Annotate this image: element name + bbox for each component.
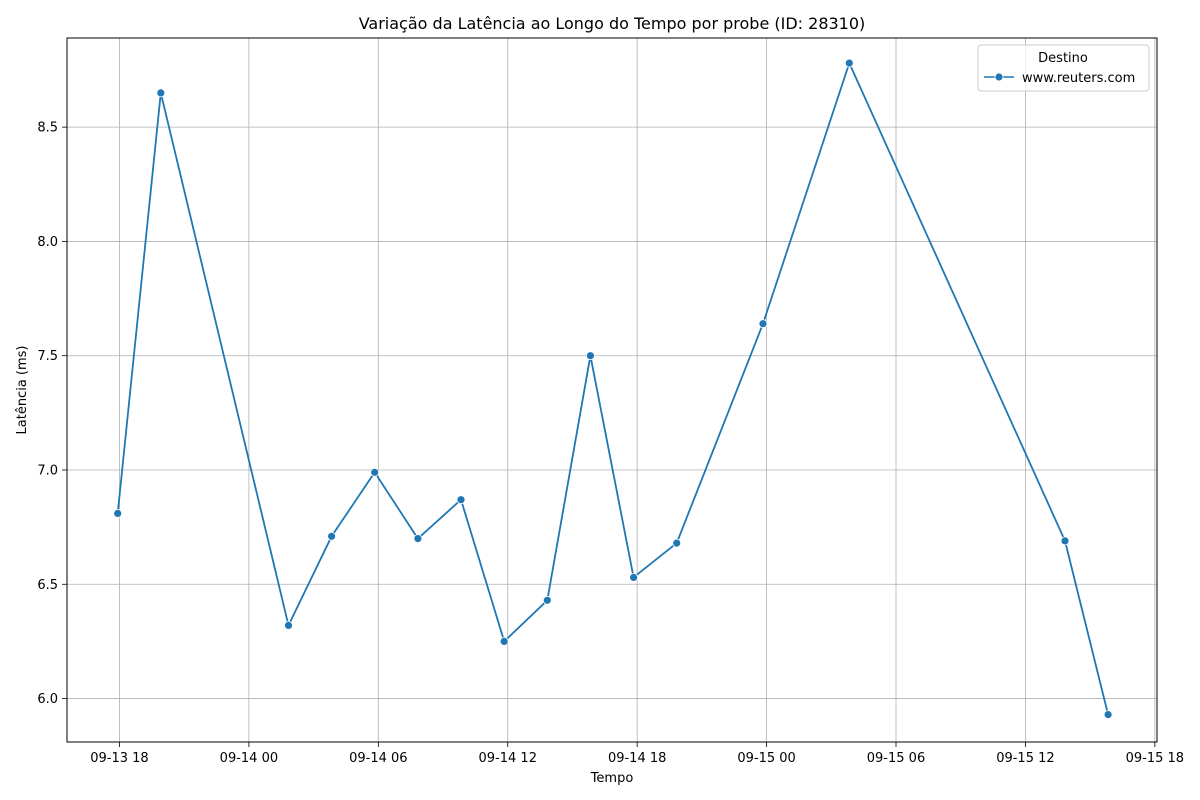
data-point [586, 351, 595, 361]
x-tick-label: 09-14 06 [349, 751, 407, 766]
data-point [1103, 710, 1113, 719]
series-layer [113, 58, 1113, 719]
data-point [156, 88, 166, 98]
y-tick-label: 6.5 [37, 578, 58, 593]
x-tick-label: 09-14 12 [479, 751, 537, 766]
data-point [672, 538, 682, 548]
x-tick-label: 09-14 00 [220, 751, 278, 766]
y-axis-label: Latência (ms) [15, 346, 30, 435]
x-tick-label: 09-15 00 [737, 751, 795, 766]
x-tick-label: 09-14 18 [608, 751, 666, 766]
y-tick-label: 8.0 [37, 235, 58, 250]
y-tick-label: 7.5 [37, 349, 58, 364]
y-tick-label: 7.0 [37, 464, 58, 479]
x-tick-label: 09-15 06 [867, 751, 925, 766]
x-tick-label: 09-15 18 [1126, 751, 1184, 766]
x-tick-label: 09-13 18 [90, 751, 148, 766]
axis-ticks: 09-13 18 09-14 00 09-14 06 09-14 12 09-14 18… [37, 121, 1184, 766]
y-tick-label: 6.0 [37, 692, 58, 707]
legend-box [977, 44, 1150, 92]
data-point [413, 534, 423, 543]
data-point [499, 637, 509, 646]
data-point [113, 509, 123, 518]
legend-series-label: www.reuters.com [1022, 71, 1135, 86]
legend-title: Destino [1038, 51, 1088, 66]
data-point [284, 621, 293, 630]
legend: Destino www.reuters.com [977, 44, 1150, 92]
data-point [844, 58, 854, 68]
plot-frame [66, 37, 1158, 743]
data-point [327, 531, 337, 541]
data-point [758, 319, 768, 329]
data-point [456, 495, 466, 505]
data-point [370, 467, 380, 477]
data-point [629, 573, 638, 582]
data-point [1060, 536, 1070, 546]
legend-marker [994, 72, 1004, 82]
grid-lines [67, 38, 1157, 742]
y-tick-label: 8.5 [37, 121, 58, 136]
series-line [116, 62, 1109, 715]
x-tick-label: 09-15 12 [996, 751, 1054, 766]
chart-title: Variação da Latência ao Longo do Tempo p… [359, 14, 866, 33]
x-axis-label: Tempo [590, 771, 634, 786]
data-point [542, 595, 552, 605]
